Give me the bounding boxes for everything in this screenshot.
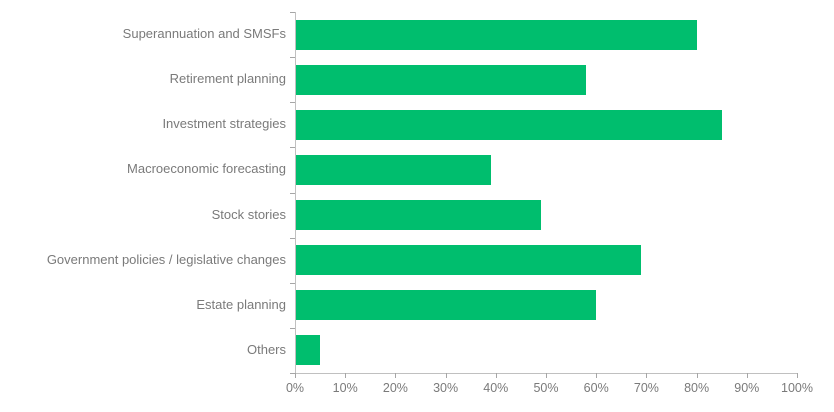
chart-row: Macroeconomic forecasting bbox=[0, 147, 797, 192]
chart-row: Superannuation and SMSFs bbox=[0, 12, 797, 57]
value-axis-tick bbox=[746, 373, 748, 378]
value-axis-tick-label: 30% bbox=[433, 381, 459, 395]
bar-track bbox=[295, 283, 797, 328]
category-axis-tick bbox=[290, 147, 295, 149]
category-axis-tick bbox=[290, 12, 295, 13]
chart-row: Government policies / legislative change… bbox=[0, 238, 797, 283]
value-axis-tick-label: 80% bbox=[684, 381, 710, 395]
category-label: Stock stories bbox=[211, 206, 286, 222]
chart-row: Stock stories bbox=[0, 193, 797, 238]
value-axis-tick bbox=[395, 373, 397, 378]
chart-row: Retirement planning bbox=[0, 57, 797, 102]
category-label: Others bbox=[246, 341, 286, 357]
bar-track bbox=[295, 147, 797, 192]
bar-track bbox=[295, 12, 797, 57]
bar bbox=[295, 290, 597, 321]
value-axis-tick bbox=[445, 373, 447, 378]
value-axis-tick-label: 0% bbox=[285, 381, 305, 395]
chart-row: Investment strategies bbox=[0, 102, 797, 147]
bar bbox=[295, 154, 491, 185]
category-axis-tick bbox=[290, 373, 295, 374]
category-axis-tick bbox=[290, 57, 295, 59]
bar bbox=[295, 64, 587, 95]
value-axis-tick bbox=[345, 373, 347, 378]
value-axis-tick-label: 40% bbox=[483, 381, 509, 395]
category-axis-tick bbox=[290, 192, 295, 194]
category-axis-tick bbox=[290, 327, 295, 329]
bar bbox=[295, 109, 722, 140]
category-label: Superannuation and SMSFs bbox=[122, 26, 286, 42]
bar-track bbox=[295, 193, 797, 238]
value-axis-tick-label: 90% bbox=[734, 381, 760, 395]
value-axis-tick-label: 70% bbox=[633, 381, 659, 395]
category-label: Retirement planning bbox=[169, 71, 286, 87]
bar-track bbox=[295, 102, 797, 147]
value-axis-tick bbox=[797, 373, 798, 378]
bar bbox=[295, 245, 642, 276]
bar-track bbox=[295, 238, 797, 283]
category-label: Government policies / legislative change… bbox=[46, 251, 286, 267]
category-label: Macroeconomic forecasting bbox=[127, 161, 286, 177]
chart-row: Others bbox=[0, 328, 797, 373]
category-axis-tick bbox=[290, 282, 295, 284]
category-label: Estate planning bbox=[196, 296, 286, 312]
plot-rows: Superannuation and SMSFs Retirement plan… bbox=[0, 12, 797, 373]
category-axis-tick bbox=[290, 102, 295, 104]
value-axis-tick bbox=[546, 373, 547, 378]
value-axis-tick bbox=[696, 373, 698, 378]
bar bbox=[295, 200, 541, 231]
value-axis-tick bbox=[646, 373, 648, 378]
value-axis-tick-label: 10% bbox=[332, 381, 358, 395]
value-axis-tick-label: 100% bbox=[781, 381, 813, 395]
category-axis-tick bbox=[290, 237, 295, 239]
bar-track bbox=[295, 57, 797, 102]
value-axis-tick-label: 60% bbox=[583, 381, 609, 395]
value-axis-tick-label: 20% bbox=[382, 381, 408, 395]
category-axis-line bbox=[295, 12, 296, 373]
value-axis-tick bbox=[295, 373, 296, 378]
value-axis-tick bbox=[495, 373, 497, 378]
category-label: Investment strategies bbox=[162, 116, 286, 132]
bar bbox=[295, 335, 321, 366]
value-axis-tick-label: 50% bbox=[533, 381, 559, 395]
bar-track bbox=[295, 328, 797, 373]
value-axis-tick-labels: 0% 10% 20% 30% 40% 50% 60% 70% 80% 90% 100% bbox=[286, 381, 813, 397]
chart-row: Estate planning bbox=[0, 283, 797, 328]
value-axis-tick bbox=[596, 373, 598, 378]
bar bbox=[295, 19, 697, 50]
